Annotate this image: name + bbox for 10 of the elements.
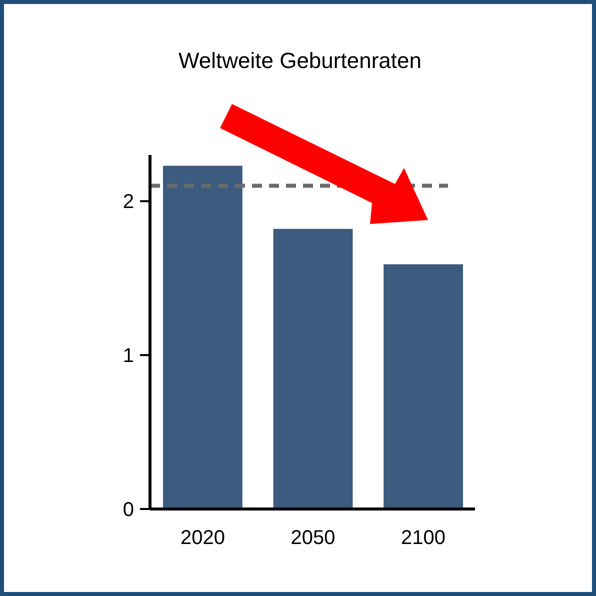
y-tick-label: 0 — [122, 499, 134, 521]
y-tick-label: 1 — [122, 345, 134, 368]
x-tick-label: 2020 — [180, 527, 225, 549]
y-tick-label: 2 — [122, 191, 134, 214]
x-tick-label: 2100 — [401, 527, 446, 549]
bar — [273, 228, 353, 509]
bar — [384, 264, 463, 509]
chart-title: Weltweite Geburtenraten — [178, 48, 422, 73]
bar — [163, 166, 242, 509]
x-tick-label: 2050 — [290, 527, 336, 549]
